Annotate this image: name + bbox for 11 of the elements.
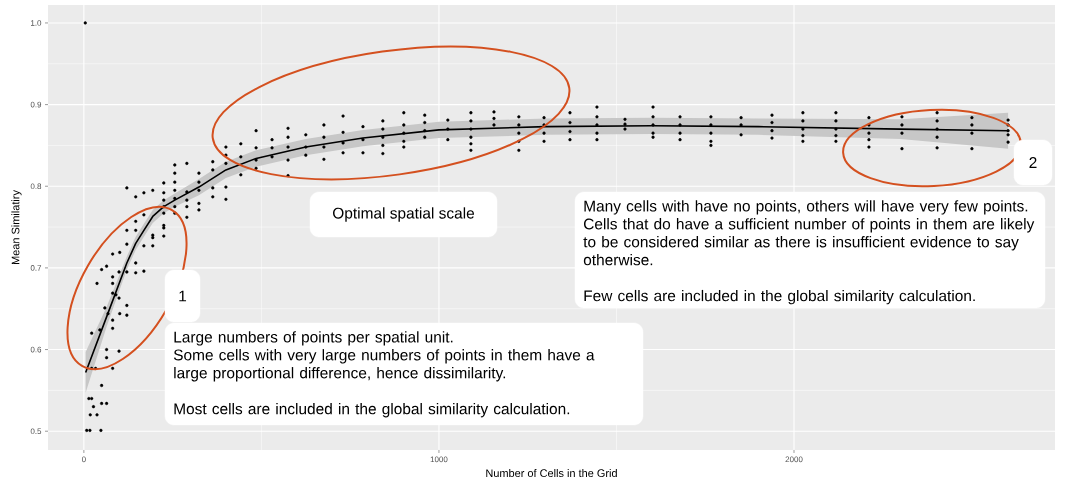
annotation: Optimal spatial scale (333, 207, 475, 222)
annotation: Some cells with very large numbers of points in them have a large proportional difference, hence dissimilarity. (173, 349, 595, 382)
annotation: Cells that do have a sufficient number of points in them are likely to be considered similar as there is insufficient evidence to say otherwise. (583, 218, 1035, 266)
annotation: Large numbers of points per spatial unit. (174, 331, 453, 346)
annotation: 1 (179, 290, 187, 302)
y-axis-title: Mean Similatiry (11, 190, 22, 265)
annotation: 2 (1029, 157, 1037, 168)
annotation: Many cells with have no points, others will have very few points. (584, 200, 1028, 215)
annotation: Few cells are included in the global similarity calculation. (584, 289, 975, 305)
x-axis-title: Number of Cells in the Grid (486, 468, 617, 478)
annotation: Most cells are included in the global similarity calculation. (174, 402, 570, 418)
